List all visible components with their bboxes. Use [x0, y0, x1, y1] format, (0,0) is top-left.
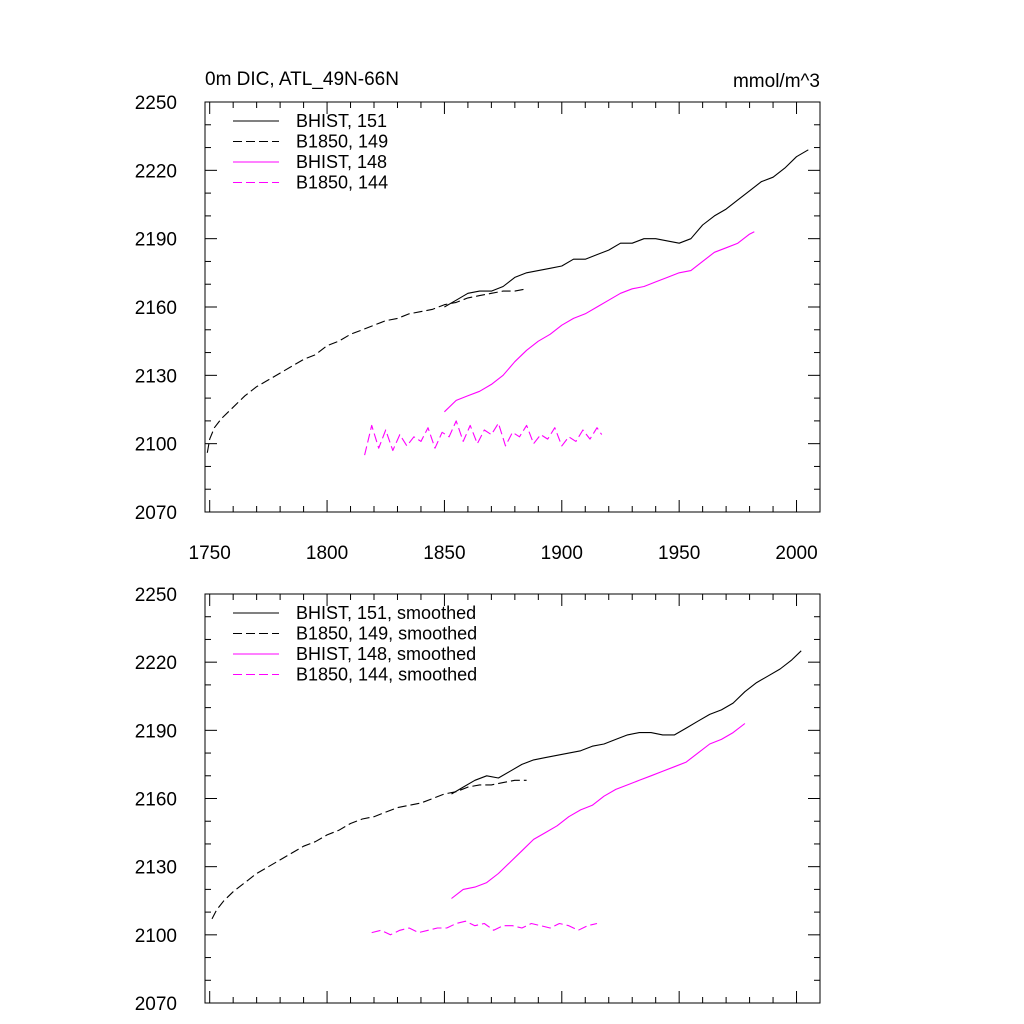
legend-entry: BHIST, 151, smoothed — [296, 603, 476, 623]
y-tick-label: 2160 — [135, 790, 177, 811]
legend-entry: B1850, 144, smoothed — [296, 665, 477, 685]
y-tick-label: 2100 — [135, 926, 177, 947]
y-tick-label: 2250 — [135, 93, 177, 114]
y-tick-label: 2190 — [135, 230, 177, 251]
x-tick-label: 1900 — [541, 543, 583, 564]
legend-entry: BHIST, 148 — [296, 152, 387, 172]
bottom-panel: 2070 2100 2130 2160 2190 2220 2250 BHIST, 151, … — [135, 585, 821, 1015]
y-tick-label: 2190 — [135, 721, 177, 742]
y-tick-label: 2250 — [135, 585, 177, 606]
series-line — [444, 149, 809, 308]
legend-entry: BHIST, 151 — [296, 111, 387, 131]
x-tick-label: 2000 — [775, 543, 817, 564]
series-line — [444, 231, 755, 413]
legend-entry: BHIST, 148, smoothed — [296, 644, 476, 664]
top-panel: 2070 2100 2130 2160 2190 2220 2250 1750 1800 1850… — [135, 93, 821, 564]
y-tick-label: 2220 — [135, 653, 177, 674]
x-tick-label: 1950 — [658, 543, 700, 564]
y-tick-label: 2070 — [135, 503, 177, 524]
x-tick-label: 1750 — [189, 543, 231, 564]
series-line — [451, 650, 802, 795]
x-tick-label: 1800 — [306, 543, 348, 564]
legend-entry: B1850, 144 — [296, 173, 388, 193]
series-line — [206, 288, 527, 453]
series-line — [451, 723, 746, 899]
series-line — [211, 779, 527, 920]
y-tick-label: 2130 — [135, 366, 177, 387]
y-tick-label: 2220 — [135, 161, 177, 182]
y-tick-label: 2130 — [135, 858, 177, 879]
series-line — [371, 920, 598, 936]
y-tick-label: 2100 — [135, 435, 177, 456]
y-tick-label: 2070 — [135, 994, 177, 1015]
series-line — [364, 420, 603, 456]
y-tick-label: 2160 — [135, 298, 177, 319]
units-label: mmol/m^3 — [733, 71, 820, 92]
legend-entry: B1850, 149, smoothed — [296, 624, 477, 644]
chart-title: 0m DIC, ATL_49N-66N — [205, 69, 399, 90]
legend-entry: B1850, 149 — [296, 132, 388, 152]
x-tick-label: 1850 — [423, 543, 465, 564]
